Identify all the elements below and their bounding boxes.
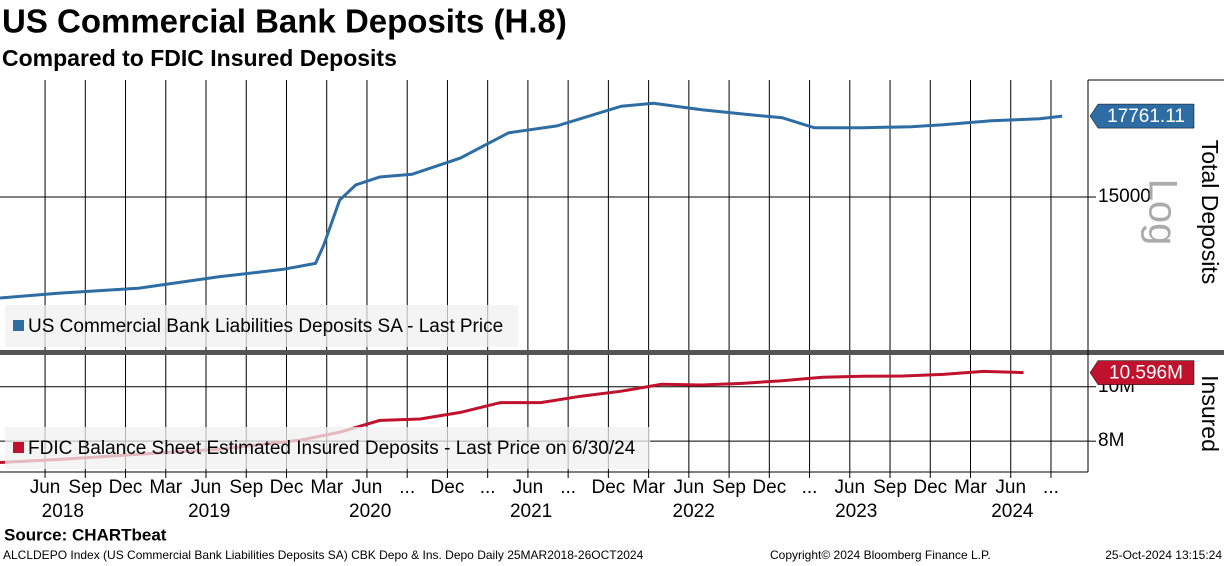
x-tick-label: Jun [30, 477, 61, 498]
x-tick-label: Dec [270, 477, 304, 498]
y-tick-label: 8M [1098, 430, 1124, 451]
x-tick-label: Mar [632, 477, 665, 498]
y-tick-label: 15000 [1098, 186, 1151, 207]
x-tick-label: ... [1043, 477, 1059, 498]
x-tick-label: Jun [674, 477, 705, 498]
x-tick-label: Dec [431, 477, 465, 498]
x-tick-label: Jun [513, 477, 544, 498]
x-tick-label: Mar [954, 477, 987, 498]
legend-box [5, 427, 651, 469]
x-tick-label: Sep [873, 477, 907, 498]
y-axis-label: Total Deposits [1197, 140, 1223, 284]
source: Source: CHARTbeat [4, 525, 167, 544]
legend-box [5, 305, 519, 347]
x-tick-label: ... [802, 477, 818, 498]
x-year-label: 2019 [188, 501, 230, 522]
last-value-tag [1089, 360, 1195, 385]
x-tick-label: Mar [310, 477, 343, 498]
legend-label: FDIC Balance Sheet Estimated Insured Dep… [28, 438, 636, 459]
x-tick-label: Sep [712, 477, 746, 498]
x-year-label: 2020 [349, 501, 391, 522]
panel-separator [0, 350, 1224, 355]
x-year-label: 2021 [510, 501, 552, 522]
legend-swatch [13, 320, 24, 331]
chart-title: US Commercial Bank Deposits (H.8) [2, 3, 567, 40]
chart-subtitle: Compared to FDIC Insured Deposits [2, 45, 397, 71]
x-year-label: 2022 [673, 501, 715, 522]
last-value-label: 10.596M [1109, 363, 1183, 384]
legend-label: US Commercial Bank Liabilities Deposits … [28, 316, 503, 337]
x-tick-label: ... [560, 477, 576, 498]
x-year-label: 2024 [991, 501, 1034, 522]
x-tick-label: Jun [834, 477, 865, 498]
x-tick-label: Jun [352, 477, 383, 498]
scale-label: Log [1140, 179, 1184, 246]
x-year-label: 2023 [835, 501, 877, 522]
x-tick-label: Sep [68, 477, 102, 498]
x-tick-label: Dec [109, 477, 143, 498]
x-tick-label: ... [480, 477, 496, 498]
y-axis-label: Insured [1197, 375, 1223, 452]
x-tick-label: Jun [995, 477, 1026, 498]
x-tick-label: Dec [591, 477, 625, 498]
copyright: Copyright© 2024 Bloomberg Finance L.P. [770, 548, 991, 562]
x-tick-label: Jun [191, 477, 222, 498]
x-tick-label: Dec [752, 477, 786, 498]
x-year-label: 2018 [42, 501, 84, 522]
timestamp: 25-Oct-2024 13:15:24 [1105, 548, 1222, 562]
x-tick-label: Sep [229, 477, 263, 498]
legend-swatch [13, 442, 24, 453]
data-line [0, 101, 1063, 300]
x-tick-label: Dec [913, 477, 947, 498]
ticker-info: ALCLDEPO Index (US Commercial Bank Liabi… [3, 548, 644, 562]
x-tick-label: Mar [149, 477, 182, 498]
last-value-label: 17761.11 [1107, 106, 1185, 127]
last-value-tag [1089, 103, 1195, 129]
x-tick-label: ... [399, 477, 415, 498]
